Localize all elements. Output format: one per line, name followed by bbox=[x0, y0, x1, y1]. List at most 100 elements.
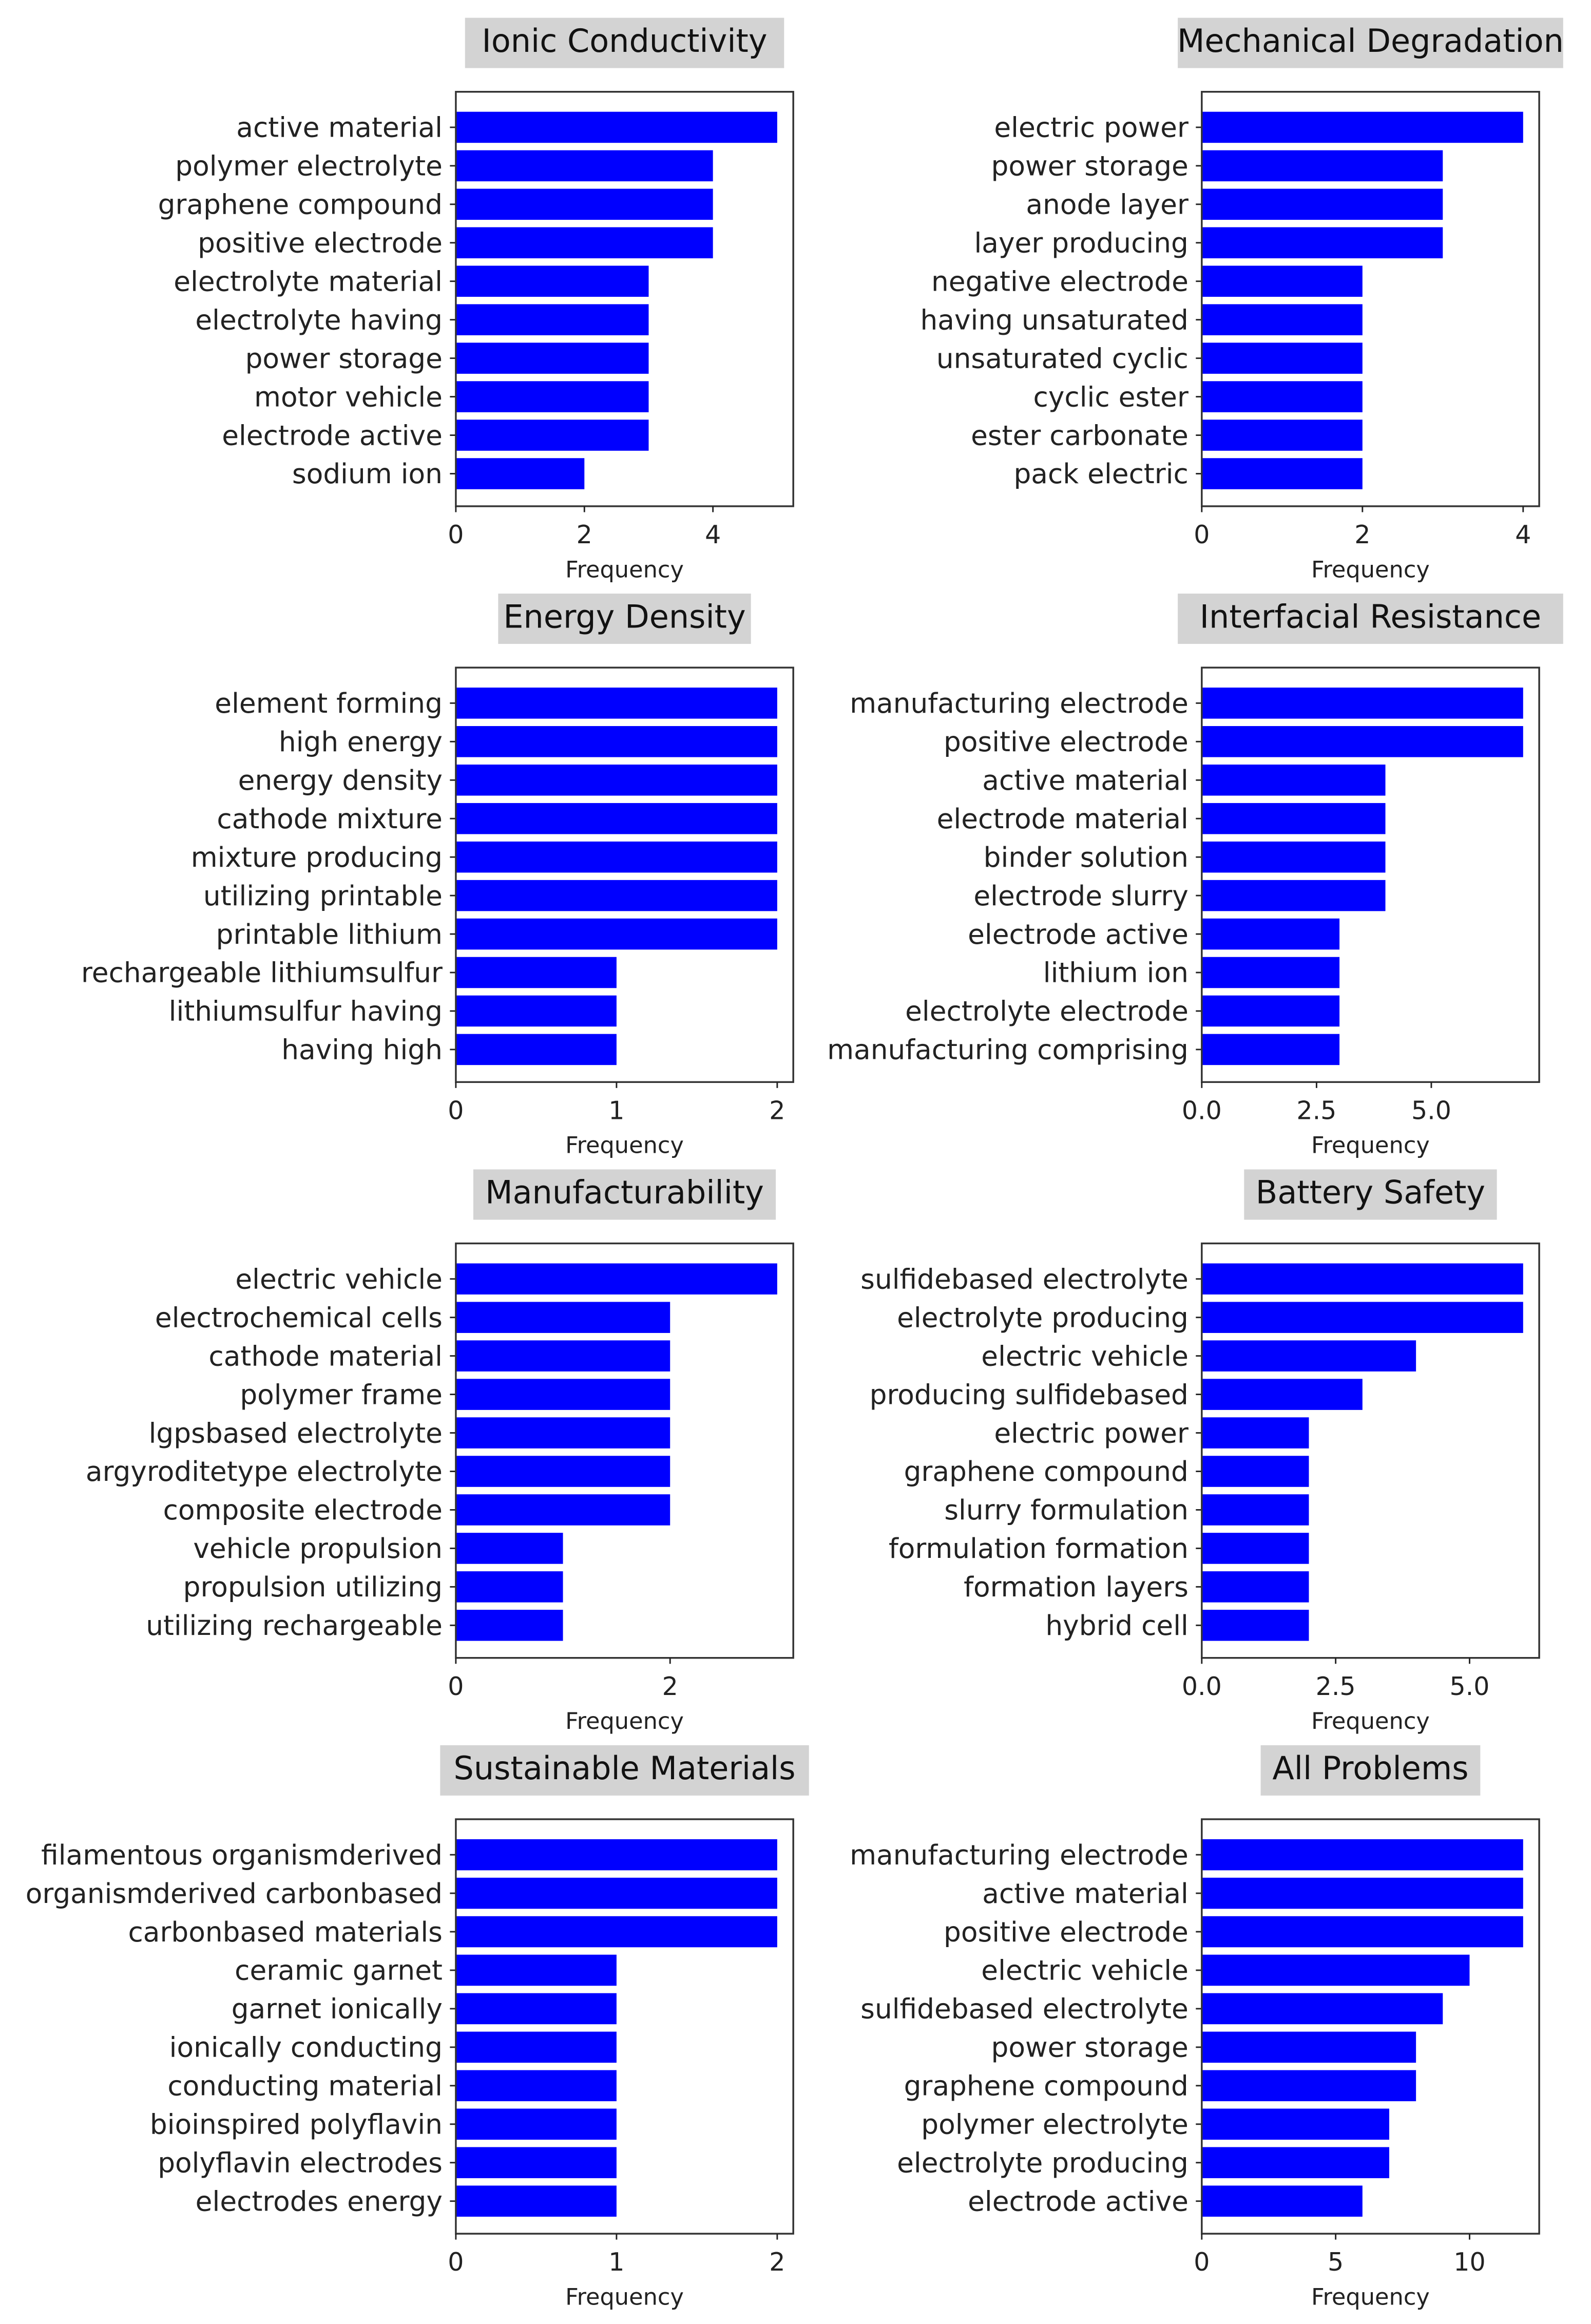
y-tick-label: garnet ionically bbox=[232, 1993, 443, 2025]
y-tick-label: argyroditetype electrolyte bbox=[86, 1455, 443, 1488]
bar bbox=[1201, 2108, 1389, 2140]
y-tick-label: conducting material bbox=[167, 2070, 443, 2102]
y-tick-label: utilizing rechargeable bbox=[146, 1609, 443, 1642]
bar bbox=[1201, 1610, 1309, 1641]
bar bbox=[455, 342, 649, 374]
bar bbox=[455, 2070, 617, 2102]
y-tick-label: ceramic garnet bbox=[235, 1954, 443, 1987]
axes-frame bbox=[1201, 91, 1540, 507]
bar bbox=[455, 803, 777, 834]
bar bbox=[1201, 2147, 1389, 2179]
bar bbox=[1201, 420, 1363, 451]
bar bbox=[455, 764, 777, 796]
bar bbox=[1201, 957, 1340, 988]
y-tick-label: polymer electrolyte bbox=[175, 150, 443, 182]
x-axis-label: Frequency bbox=[1311, 556, 1430, 583]
bar bbox=[455, 1571, 563, 1603]
bar bbox=[455, 2108, 617, 2140]
bar bbox=[1201, 918, 1340, 950]
bar bbox=[1201, 1034, 1340, 1065]
y-tick-label: mixture producing bbox=[191, 841, 443, 873]
x-axis-label: Frequency bbox=[565, 2284, 684, 2311]
y-tick-label: motor vehicle bbox=[254, 380, 443, 413]
y-tick-label: lithiumsulfur having bbox=[169, 995, 443, 1027]
chart-panel: Ionic Conductivity active material polymer… bbox=[158, 17, 794, 583]
y-tick-label: electrolyte producing bbox=[897, 2147, 1189, 2179]
bar bbox=[1201, 1954, 1470, 1986]
bar bbox=[1201, 342, 1363, 374]
x-axis-label: Frequency bbox=[565, 1708, 684, 1735]
y-tick-label: graphene compound bbox=[158, 188, 443, 221]
chart-title: Energy Density bbox=[503, 598, 745, 635]
y-tick-label: carbonbased materials bbox=[128, 1916, 442, 1948]
x-tick-label: 2.5 bbox=[1316, 1672, 1356, 1701]
y-tick-label: sulfidebased electrolyte bbox=[860, 1263, 1189, 1295]
bar bbox=[1201, 1302, 1523, 1333]
x-tick-label: 0 bbox=[448, 1096, 464, 1125]
x-axis-label: Frequency bbox=[1311, 2284, 1430, 2311]
y-tick-label: graphene compound bbox=[904, 1455, 1189, 1488]
bar bbox=[455, 1263, 777, 1295]
chart-title-box: Manufacturability bbox=[473, 1169, 776, 1220]
bar bbox=[1201, 1571, 1309, 1603]
x-axis-label: Frequency bbox=[1311, 1132, 1430, 1159]
y-tick-label: composite electrode bbox=[163, 1494, 443, 1526]
y-tick-label: electric vehicle bbox=[235, 1263, 443, 1295]
bar bbox=[1201, 2070, 1416, 2102]
y-tick-label: formulation formation bbox=[889, 1532, 1189, 1565]
x-tick-label: 2 bbox=[1354, 520, 1370, 549]
bar bbox=[1201, 1340, 1416, 1371]
chart-title-background bbox=[1178, 17, 1563, 68]
bar bbox=[455, 726, 777, 757]
y-tick-label: polymer electrolyte bbox=[921, 2108, 1189, 2141]
y-tick-label: power storage bbox=[245, 342, 443, 374]
bar bbox=[455, 1877, 777, 1909]
bar bbox=[455, 2185, 617, 2217]
x-tick-label: 0 bbox=[448, 1672, 464, 1701]
y-tick-label: electrode active bbox=[968, 2185, 1189, 2217]
bar bbox=[1201, 803, 1386, 834]
bar bbox=[455, 2031, 617, 2063]
axes-frame bbox=[455, 1818, 794, 2235]
y-tick-label: utilizing printable bbox=[203, 880, 443, 912]
bar bbox=[455, 1533, 563, 1564]
y-tick-label: filamentous organismderived bbox=[41, 1839, 443, 1871]
bar bbox=[1201, 880, 1386, 911]
y-tick-label: vehicle propulsion bbox=[193, 1532, 443, 1565]
bar bbox=[455, 1379, 670, 1410]
x-tick-label: 4 bbox=[1515, 520, 1531, 549]
y-tick-label: manufacturing electrode bbox=[850, 1839, 1189, 1871]
chart-title-background bbox=[1178, 594, 1563, 644]
y-tick-label: element forming bbox=[215, 687, 443, 719]
y-tick-label: lgpsbased electrolyte bbox=[149, 1417, 443, 1449]
axes-frame bbox=[455, 1242, 794, 1659]
y-tick-label: bioinspired polyflavin bbox=[150, 2108, 443, 2141]
axes-frame bbox=[455, 91, 794, 507]
y-tick-label: organismderived carbonbased bbox=[26, 1877, 443, 1910]
y-tick-label: electrolyte material bbox=[174, 265, 443, 297]
bar bbox=[455, 304, 649, 335]
chart-title: All Problems bbox=[1272, 1749, 1468, 1787]
x-tick-label: 2 bbox=[769, 2247, 785, 2277]
bar bbox=[455, 381, 649, 412]
chart-title: Sustainable Materials bbox=[454, 1749, 796, 1787]
chart-title-background bbox=[1260, 1745, 1481, 1796]
y-tick-label: electric power bbox=[994, 111, 1189, 144]
y-tick-label: power storage bbox=[991, 150, 1189, 182]
bar bbox=[455, 995, 617, 1027]
x-tick-label: 0 bbox=[1194, 520, 1210, 549]
y-tick-label: active material bbox=[236, 111, 443, 144]
chart-title-box: Mechanical Degradation bbox=[1177, 17, 1564, 68]
y-tick-label: power storage bbox=[991, 2031, 1189, 2064]
x-tick-label: 5.0 bbox=[1411, 1096, 1451, 1125]
chart-panel: Sustainable Materials filamentous organis… bbox=[26, 1745, 809, 2311]
chart-title-box: Energy Density bbox=[498, 594, 751, 644]
chart-title: Battery Safety bbox=[1256, 1174, 1485, 1211]
y-tick-label: propulsion utilizing bbox=[183, 1571, 443, 1603]
x-tick-label: 0.0 bbox=[1182, 1672, 1222, 1701]
x-axis-label: Frequency bbox=[565, 556, 684, 583]
bar bbox=[1201, 1839, 1523, 1871]
bar bbox=[1201, 227, 1443, 259]
chart-title: Manufacturability bbox=[485, 1174, 764, 1211]
y-tick-label: electrode slurry bbox=[973, 880, 1189, 912]
